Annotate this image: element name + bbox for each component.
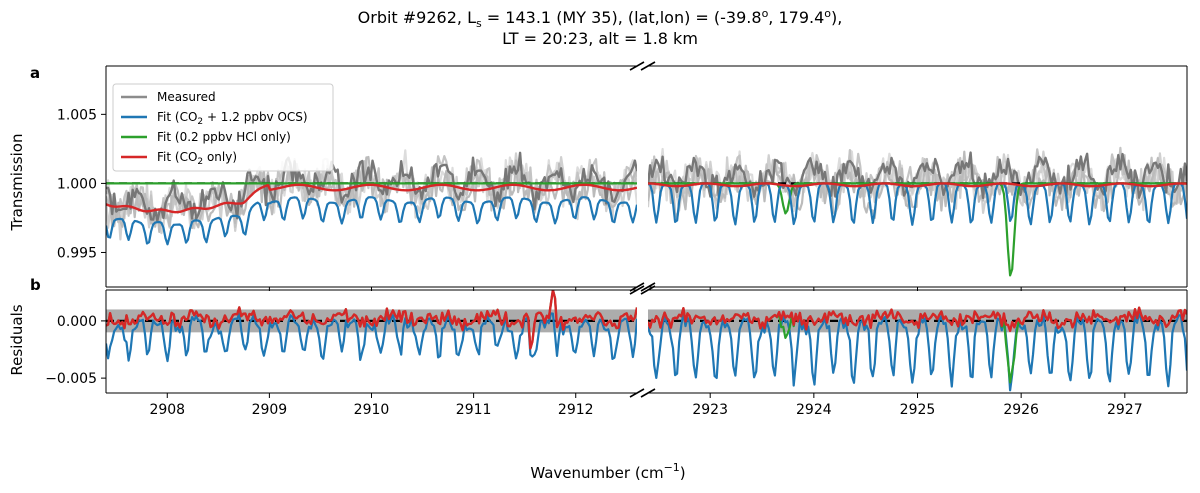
y-tick-label: 0.995 <box>57 245 97 261</box>
legend-entry-label: Fit (CO2 + 1.2 ppbv OCS) <box>157 110 308 127</box>
y-tick-label: 0.000 <box>57 314 97 330</box>
ocs-fit-line <box>106 196 637 246</box>
x-tick-label: 2925 <box>900 402 936 418</box>
panel-b-segment-2 <box>648 306 1187 392</box>
legend-entry-label: Measured <box>157 90 216 104</box>
legend-box <box>112 83 334 172</box>
legend-subscript: 2 <box>197 157 203 167</box>
legend-text-part: only) <box>203 150 237 164</box>
legend-entry-label: Fit (0.2 ppbv HCl only) <box>157 130 291 144</box>
panel-b-letter: b <box>30 276 41 294</box>
chart-title-line1: Orbit #9262, Ls = 143.1 (MY 35), (lat,lo… <box>358 7 843 30</box>
measured-spectrum-5 <box>648 151 1187 200</box>
x-axis-label: Wavenumber (cm−1) <box>530 461 685 482</box>
legend-text-part: Fit (CO <box>157 150 197 164</box>
axis-break-mark <box>629 61 645 71</box>
chart-title-line2: LT = 20:23, alt = 1.8 km <box>502 29 698 48</box>
y-axis-label-residuals: Residuals <box>8 304 26 375</box>
axis-break-mark <box>640 61 656 71</box>
y-axis-label-transmission: Transmission <box>8 134 26 232</box>
panel-b-segment-1 <box>106 290 637 363</box>
axis-break-mark <box>629 285 645 295</box>
legend-subscript: 2 <box>197 117 203 127</box>
x-tick-label: 2908 <box>149 402 185 418</box>
ocs-residual-line <box>648 311 1187 392</box>
x-tick-label: 2910 <box>354 402 390 418</box>
axis-break-mark <box>640 285 656 295</box>
co2-residual-line <box>106 290 637 350</box>
measured-spectrum-5 <box>106 151 637 223</box>
legend-text-part: Fit (CO <box>157 110 197 124</box>
x-tick-label: 2923 <box>692 402 728 418</box>
x-tick-label: 2912 <box>558 402 594 418</box>
co2-fit-line <box>648 182 1187 188</box>
y-tick-label: −0.005 <box>45 371 97 387</box>
y-tick-label: 1.005 <box>57 107 97 123</box>
x-tick-label: 2911 <box>456 402 492 418</box>
x-tick-label: 2909 <box>252 402 288 418</box>
plot-layer: 0.995 1.000 1.005 −0.005 0.000 2908 2909 2910 29… <box>45 61 1188 418</box>
co2-residual-line <box>648 306 1187 333</box>
x-tick-label: 2927 <box>1107 402 1143 418</box>
y-tick-label: 1.000 <box>57 176 97 192</box>
axis-break-mark <box>640 388 656 398</box>
panel-a-segment-2 <box>648 146 1187 277</box>
hcl-fit-line <box>648 182 1187 277</box>
legend-entry-label: Fit (CO2 only) <box>157 150 237 167</box>
legend-text-part: + 1.2 ppbv OCS) <box>203 110 307 124</box>
panel-a-segment-1 <box>106 149 637 246</box>
panel-a-letter: a <box>30 64 40 82</box>
ocs-residual-line <box>106 312 637 363</box>
x-tick-label: 2926 <box>1003 402 1039 418</box>
axis-break-mark <box>629 388 645 398</box>
co2-fit-line <box>106 183 637 214</box>
x-tick-label: 2924 <box>796 402 832 418</box>
axis-break-mark <box>640 282 656 292</box>
